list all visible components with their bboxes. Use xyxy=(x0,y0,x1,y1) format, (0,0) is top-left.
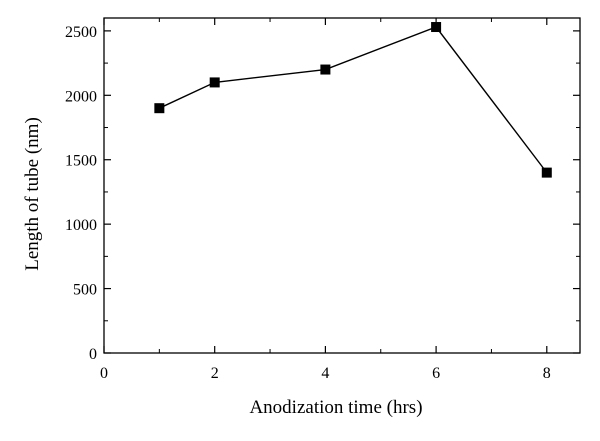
data-series xyxy=(154,22,552,178)
y-tick-label: 0 xyxy=(89,346,97,363)
plot-frame xyxy=(103,17,581,354)
ticks: 0 2 4 6 8 0 500 1000 1500 2000 2500 xyxy=(65,18,580,382)
data-point xyxy=(541,167,552,178)
y-tick-label: 1500 xyxy=(65,153,97,170)
y-tick-label: 2000 xyxy=(65,88,97,105)
data-point xyxy=(154,103,165,114)
x-tick-label: 2 xyxy=(211,365,219,382)
x-tick-label: 4 xyxy=(321,365,329,382)
x-tick-label: 6 xyxy=(432,365,440,382)
y-axis-label: Length of tube (nm) xyxy=(22,117,43,271)
data-point xyxy=(431,22,442,33)
series-line xyxy=(159,26,548,174)
axes xyxy=(103,17,581,354)
x-tick-label: 0 xyxy=(100,365,108,382)
y-tick-label: 1000 xyxy=(65,217,97,234)
x-axis-label: Anodization time (hrs) xyxy=(249,397,422,418)
x-tick-label: 8 xyxy=(543,365,551,382)
y-tick-label: 2500 xyxy=(65,24,97,41)
y-tick-label: 500 xyxy=(73,282,97,299)
data-point xyxy=(320,64,331,75)
data-point xyxy=(209,77,220,88)
